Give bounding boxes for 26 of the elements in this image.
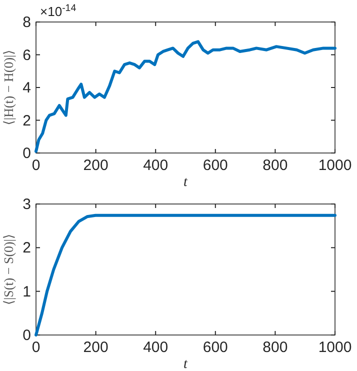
line-series — [34, 40, 336, 153]
y-tick-label: 0 — [22, 327, 31, 344]
y-tick-label: 1 — [22, 283, 31, 300]
x-tick-label: 1000 — [318, 157, 352, 174]
x-tick-label: 400 — [143, 339, 168, 356]
x-axis-title: t — [184, 175, 189, 190]
y-tick-label: 3 — [22, 196, 31, 213]
x-tick-label: 400 — [143, 157, 168, 174]
y-tick-label: 2 — [22, 112, 31, 130]
y-tick-label: 8 — [22, 14, 31, 31]
line-series — [34, 214, 336, 336]
y-tick-label: 4 — [22, 80, 31, 96]
x-tick-label: 1000 — [318, 339, 352, 356]
y-tick-label: 6 — [22, 46, 31, 64]
x-axis-title: t — [184, 357, 189, 371]
x-tick-label: 600 — [202, 157, 228, 174]
x-tick-label: 800 — [262, 339, 288, 356]
x-tick-label: 200 — [83, 339, 108, 356]
y-axis-title: ⟨|H(t) − H(0)|⟩ — [1, 50, 16, 126]
y-axis-title: ⟨|S(t) − S(0)|⟩ — [1, 234, 16, 306]
y-tick-label: 0 — [22, 145, 31, 162]
text: ×10$^{-14}$ — [40, 2, 77, 19]
x-tick-label: 600 — [202, 339, 228, 356]
x-tick-label: 200 — [83, 157, 108, 174]
x-tick-label: 800 — [262, 157, 288, 174]
y-tick-label: 2 — [22, 240, 31, 257]
